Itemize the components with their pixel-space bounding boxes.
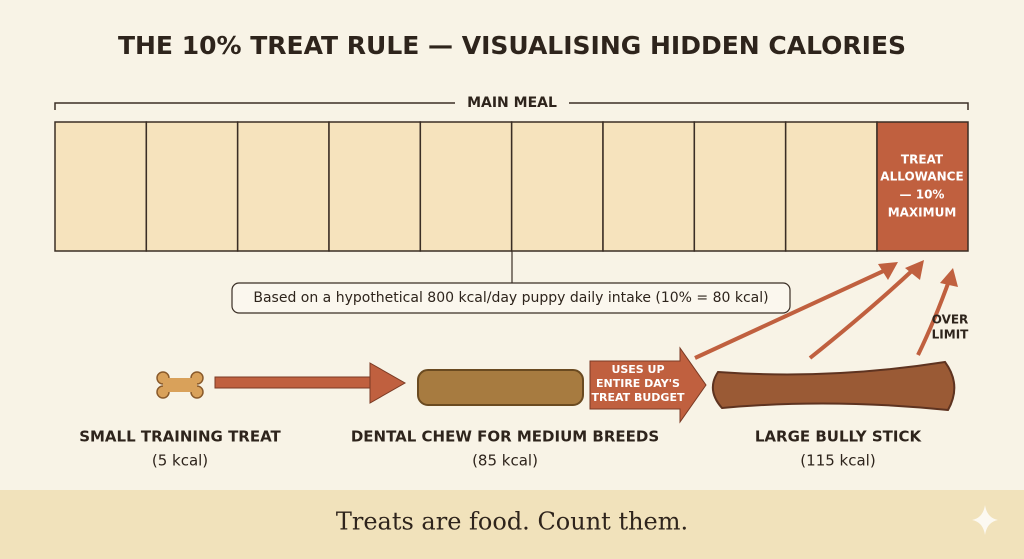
bracket — [54, 102, 969, 110]
arrowhead — [940, 268, 958, 287]
treat-name: DENTAL CHEW FOR MEDIUM BREEDS — [351, 428, 659, 446]
bully-stick — [711, 360, 956, 412]
dental-chew — [417, 369, 584, 406]
meal-box — [328, 121, 422, 252]
treat-kcal: (85 kcal) — [472, 452, 538, 470]
meal-box — [602, 121, 696, 252]
allowance-text: TREAT ALLOWANCE — 10% MAXIMUM — [880, 153, 963, 220]
note-box — [231, 282, 791, 314]
allowance-line: ALLOWANCE — [880, 170, 963, 184]
budget-line: ENTIRE DAY'S — [596, 377, 680, 390]
meal-box — [54, 121, 148, 252]
meal-box — [419, 121, 513, 252]
treat-labels: SMALL TRAINING TREAT (5 kcal) DENTAL CHE… — [79, 428, 922, 470]
allowance-line: MAXIMUM — [888, 206, 957, 220]
bone-icon — [156, 371, 204, 399]
arrow-shaft — [214, 376, 376, 389]
allowance-box — [876, 121, 969, 252]
treat-kcal: (5 kcal) — [152, 452, 208, 470]
note: Based on a hypothetical 800 kcal/day pup… — [253, 290, 768, 306]
arrow — [916, 277, 952, 356]
budget-line: USES UP — [611, 363, 664, 376]
treat-kcal: (115 kcal) — [800, 452, 875, 470]
title: THE 10% TREAT RULE — VISUALISING HIDDEN … — [118, 31, 906, 60]
meal-box — [236, 121, 330, 252]
budget-line: TREAT BUDGET — [592, 391, 685, 404]
allowance-line: — 10% — [900, 188, 945, 202]
sparkle — [972, 505, 998, 535]
meal-box — [510, 121, 604, 252]
arrowhead — [878, 262, 898, 280]
arrowhead — [369, 362, 407, 404]
budget-label: USES UP ENTIRE DAY'S TREAT BUDGET — [592, 363, 685, 404]
treat-name: LARGE BULLY STICK — [755, 428, 923, 446]
meal-box — [693, 121, 787, 252]
allowance-line: TREAT — [901, 153, 944, 167]
meal-box — [145, 121, 239, 252]
meal-boxes — [54, 121, 878, 252]
over-line: LIMIT — [932, 328, 970, 342]
arrow — [808, 266, 917, 360]
footer: Treats are food. Count them. — [336, 508, 688, 536]
arrow — [694, 266, 891, 360]
footer-band — [0, 490, 1024, 559]
meal-label: MAIN MEAL — [467, 95, 557, 111]
treat-name: SMALL TRAINING TREAT — [79, 428, 281, 446]
budget-arrow — [589, 346, 707, 424]
over-label: OVER LIMIT — [932, 313, 970, 342]
meal-box — [784, 121, 878, 252]
arrowhead — [905, 260, 924, 280]
curved-arrows — [694, 266, 952, 360]
over-line: OVER — [932, 313, 969, 327]
